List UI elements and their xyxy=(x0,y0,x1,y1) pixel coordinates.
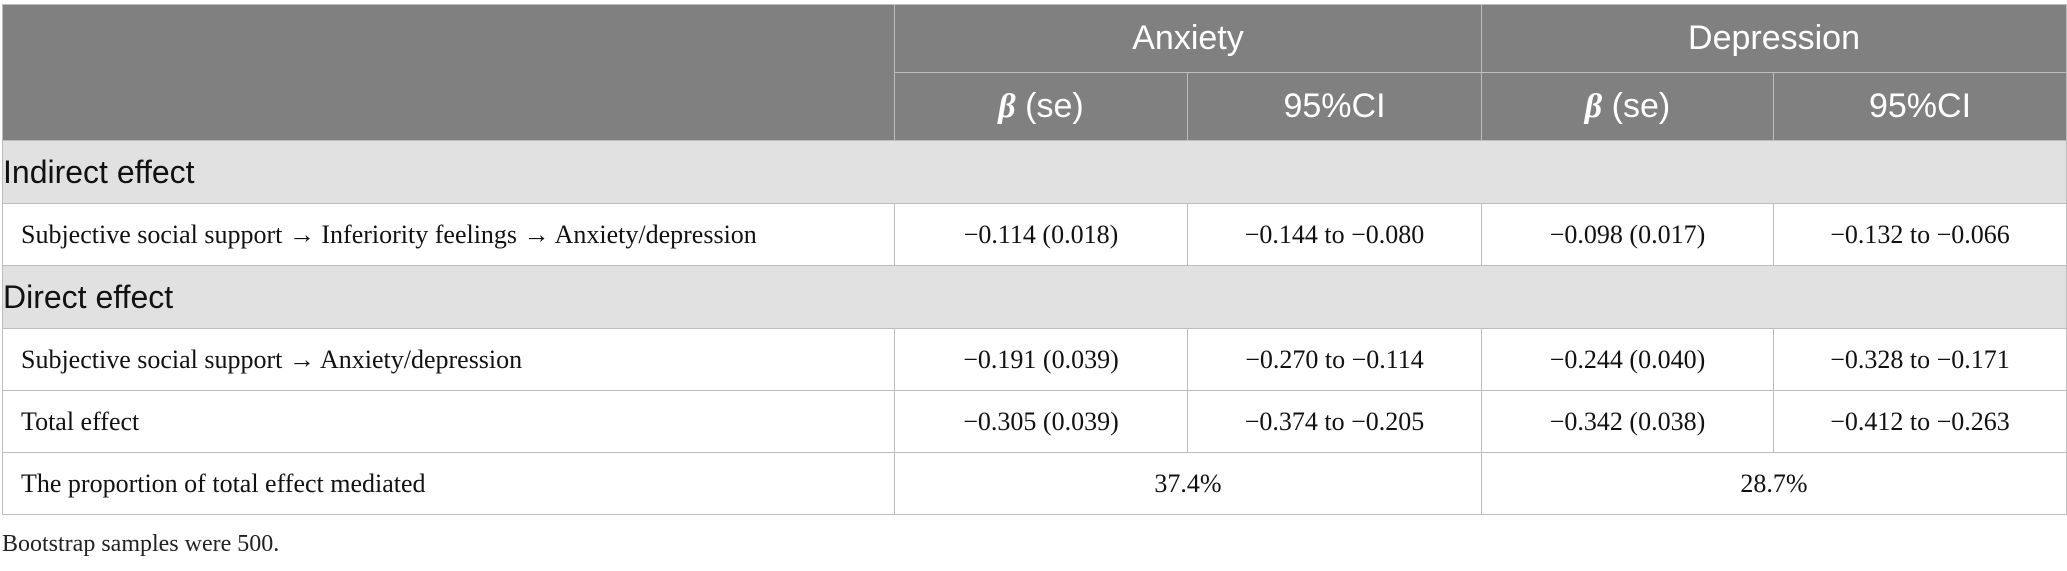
table-footnote: Bootstrap samples were 500. xyxy=(2,531,280,557)
table-row: Subjective social support → Anxiety/depr… xyxy=(2,328,2067,391)
beta-symbol: β xyxy=(1584,88,1603,125)
anxiety-beta-cell: −0.114 (0.018) xyxy=(894,203,1188,266)
header-depression: Depression xyxy=(1480,4,2067,73)
beta-symbol: β xyxy=(998,88,1016,125)
table-row: The proportion of total effect mediated … xyxy=(2,452,2067,515)
header-anxiety: Anxiety xyxy=(894,4,1482,73)
anxiety-proportion-cell: 37.4% xyxy=(894,452,1482,515)
header-row-subcolumns: β (se) 95%CI β (se) 95%CI xyxy=(3,72,2067,141)
depression-beta-cell: −0.244 (0.040) xyxy=(1481,328,1774,391)
table-row: Subjective social support → Inferiority … xyxy=(2,203,2067,266)
se-label: (se) xyxy=(1015,87,1084,125)
header-empty-cell xyxy=(2,4,895,141)
row-label: Subjective social support → Anxiety/depr… xyxy=(2,328,895,391)
se-label: (se) xyxy=(1602,87,1671,125)
anxiety-ci-cell: −0.144 to −0.080 xyxy=(1187,203,1482,266)
depression-beta-cell: −0.098 (0.017) xyxy=(1481,203,1774,266)
depression-beta-cell: −0.342 (0.038) xyxy=(1481,390,1774,453)
table-row: Total effect −0.305 (0.039) −0.374 to −0… xyxy=(2,390,2067,453)
anxiety-beta-cell: −0.305 (0.039) xyxy=(894,390,1188,453)
depression-ci-cell: −0.328 to −0.171 xyxy=(1772,328,2067,391)
section-direct-effect: Direct effect xyxy=(1,265,2067,329)
header-anxiety-ci: 95%CI xyxy=(1187,72,1482,141)
depression-ci-cell: −0.132 to −0.066 xyxy=(1772,203,2067,266)
section-row-direct: Direct effect xyxy=(1,265,2067,329)
depression-proportion-cell: 28.7% xyxy=(1480,452,2067,515)
mediation-results-table: Anxiety Depression β (se) 95%CI β (se) 9… xyxy=(1,4,2067,515)
row-label: Total effect xyxy=(2,390,895,453)
anxiety-ci-cell: −0.374 to −0.205 xyxy=(1187,390,1482,453)
section-indirect-effect: Indirect effect xyxy=(1,140,2067,204)
anxiety-beta-cell: −0.191 (0.039) xyxy=(894,328,1188,391)
anxiety-ci-cell: −0.270 to −0.114 xyxy=(1187,328,1482,391)
row-label: The proportion of total effect mediated xyxy=(2,452,895,515)
row-label: Subjective social support → Inferiority … xyxy=(2,203,895,266)
header-row-groups: Anxiety Depression xyxy=(2,4,2067,141)
header-anxiety-beta: β (se) xyxy=(894,72,1188,141)
section-row-indirect: Indirect effect xyxy=(1,140,2067,204)
header-depression-beta: β (se) xyxy=(1481,72,1774,141)
header-depression-ci: 95%CI xyxy=(1772,72,2067,141)
depression-ci-cell: −0.412 to −0.263 xyxy=(1772,390,2067,453)
